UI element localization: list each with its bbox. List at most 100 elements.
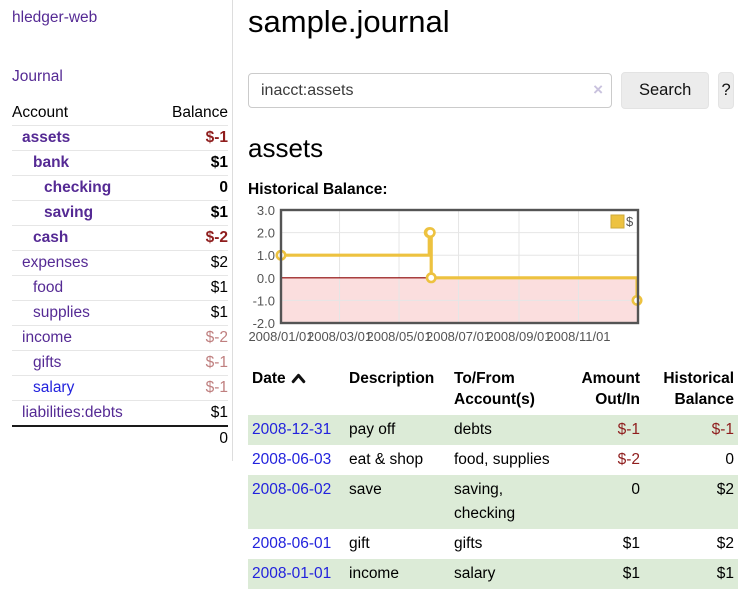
transaction-row: 2008-06-03 eat & shop food, supplies $-2… — [248, 445, 738, 475]
sidebar: hledger-web Journal Account Balance asse… — [0, 0, 233, 461]
transaction-accounts: gifts — [454, 535, 483, 552]
svg-text:2008/03/01: 2008/03/01 — [307, 329, 372, 344]
account-balance: $-1 — [155, 125, 228, 151]
sidebar-account-link-assets[interactable]: assets — [22, 129, 71, 146]
transaction-balance: $-1 — [711, 421, 734, 438]
svg-text:2008/07/01: 2008/07/01 — [426, 329, 491, 344]
transaction-amount: $-1 — [617, 421, 640, 438]
transaction-description: income — [349, 565, 399, 582]
transaction-row: 2008-12-31 pay off debts $-1 $-1 — [248, 415, 738, 445]
accounts-total-balance: 0 — [155, 425, 228, 451]
search-form: × Search ? — [248, 72, 734, 109]
sidebar-account-link-checking[interactable]: checking — [44, 179, 112, 196]
account-row: assets $-1 — [12, 125, 228, 151]
transaction-amount: $1 — [622, 535, 640, 552]
description-column-header: Description — [349, 370, 435, 387]
transaction-accounts: saving, checking — [454, 481, 516, 522]
account-row: saving $1 — [12, 200, 228, 226]
sidebar-account-link-salary[interactable]: salary — [33, 379, 75, 396]
account-row: bank $1 — [12, 150, 228, 176]
clear-search-icon[interactable]: × — [593, 80, 603, 99]
svg-text:2008/11/01: 2008/11/01 — [546, 329, 610, 344]
transaction-amount: 0 — [631, 481, 640, 498]
register-header-row: Date Description To/From Account(s) Amou… — [248, 365, 738, 415]
account-row: cash $-2 — [12, 225, 228, 251]
sidebar-account-link-expenses[interactable]: expenses — [22, 254, 89, 271]
date-column-header[interactable]: Date — [248, 365, 345, 415]
main-content: sample.journal × Search ? assets Histori… — [233, 0, 742, 589]
transaction-date-link[interactable]: 2008-06-03 — [252, 451, 332, 468]
help-button[interactable]: ? — [718, 72, 734, 109]
svg-text:-1.0: -1.0 — [253, 293, 275, 308]
transaction-date-link[interactable]: 2008-06-01 — [252, 535, 332, 552]
amount-column-header: Amount Out/In — [581, 370, 640, 408]
account-row: checking 0 — [12, 175, 228, 201]
svg-text:0.0: 0.0 — [257, 271, 275, 286]
accounts-column-header: To/From Account(s) — [454, 370, 535, 408]
transaction-accounts: debts — [454, 421, 492, 438]
transaction-amount: $1 — [622, 565, 640, 582]
account-row: income $-2 — [12, 325, 228, 351]
account-balance: $-2 — [155, 225, 228, 251]
balance-column-header: Balance — [171, 104, 228, 121]
transaction-balance: $2 — [716, 481, 734, 498]
account-row: liabilities:debts $1 — [12, 400, 228, 426]
svg-text:$: $ — [626, 214, 634, 229]
sidebar-account-link-bank[interactable]: bank — [33, 154, 70, 171]
transaction-date-link[interactable]: 2008-01-01 — [252, 565, 332, 582]
search-button[interactable]: Search — [621, 72, 710, 109]
sidebar-account-link-cash[interactable]: cash — [33, 229, 69, 246]
historical-balance-chart: $3.0 2.0 1.0 0.0 -1.0 -2.0 2008/01/01 2008/03/0… — [248, 203, 648, 352]
account-balance: $-2 — [155, 325, 228, 351]
register-table: Date Description To/From Account(s) Amou… — [248, 365, 738, 589]
transaction-description: pay off — [349, 421, 396, 438]
sidebar-account-link-food[interactable]: food — [33, 279, 64, 296]
account-row: supplies $1 — [12, 300, 228, 326]
account-balance: $-1 — [155, 375, 228, 401]
sidebar-item-journal[interactable]: Journal — [12, 68, 63, 85]
account-balance: $2 — [155, 250, 228, 276]
svg-text:-2.0: -2.0 — [253, 316, 275, 331]
search-input[interactable] — [248, 73, 612, 108]
accounts-header-row: Account Balance — [12, 101, 228, 126]
svg-text:2008/09/01: 2008/09/01 — [486, 329, 551, 344]
account-balance: $1 — [155, 150, 228, 176]
transaction-description: gift — [349, 535, 370, 552]
chart-title: Historical Balance: — [248, 181, 388, 198]
account-balance: 0 — [155, 175, 228, 201]
transaction-date-link[interactable]: 2008-12-31 — [252, 421, 332, 438]
account-balance: $-1 — [155, 350, 228, 376]
transaction-row: 2008-06-02 save saving, checking 0 $2 — [248, 475, 738, 529]
accounts-table: Account Balance assets $-1 bank $1 check… — [12, 101, 228, 451]
account-row: salary $-1 — [12, 375, 228, 401]
sidebar-account-link-liabilities-debts[interactable]: liabilities:debts — [22, 404, 123, 421]
sidebar-account-link-saving[interactable]: saving — [44, 204, 94, 221]
page-title: sample.journal — [248, 4, 450, 39]
transaction-amount: $-2 — [617, 451, 640, 468]
sidebar-account-link-supplies[interactable]: supplies — [33, 304, 90, 321]
account-heading: assets — [248, 133, 324, 163]
account-balance: $1 — [155, 400, 228, 426]
svg-text:2008/01/01: 2008/01/01 — [248, 329, 313, 344]
transaction-accounts: food, supplies — [454, 451, 550, 468]
app-title: hledger-web — [12, 9, 227, 27]
transaction-description: save — [349, 481, 382, 498]
sidebar-account-link-income[interactable]: income — [22, 329, 72, 346]
transaction-description: eat & shop — [349, 451, 424, 468]
sidebar-account-link-gifts[interactable]: gifts — [33, 354, 62, 371]
transaction-balance: 0 — [725, 451, 734, 468]
account-row: gifts $-1 — [12, 350, 228, 376]
account-row: expenses $2 — [12, 250, 228, 276]
svg-text:1.0: 1.0 — [257, 248, 275, 263]
svg-text:3.0: 3.0 — [257, 203, 275, 218]
account-balance: $1 — [155, 200, 228, 226]
transaction-row: 2008-06-01 gift gifts $1 $2 — [248, 529, 738, 559]
transaction-balance: $2 — [716, 535, 734, 552]
svg-text:2008/05/01: 2008/05/01 — [366, 329, 431, 344]
account-balance: $1 — [155, 300, 228, 326]
transaction-date-link[interactable]: 2008-06-02 — [252, 481, 332, 498]
app-title-link[interactable]: hledger-web — [12, 9, 98, 26]
balance-column-header: Historical Balance — [663, 370, 734, 408]
account-balance: $1 — [155, 275, 228, 301]
transaction-row: 2008-01-01 income salary $1 $1 — [248, 559, 738, 589]
